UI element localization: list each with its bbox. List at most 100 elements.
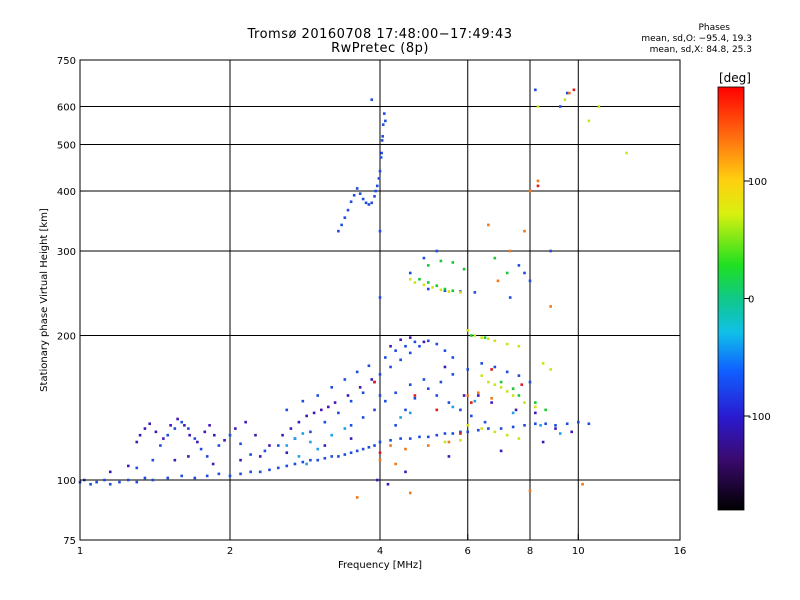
data-point [358,386,362,389]
data-point [380,151,383,155]
data-point [330,455,334,458]
data-point [285,408,289,412]
data-point [169,424,172,427]
data-point [379,156,383,159]
data-point [528,489,532,493]
data-point [297,455,301,458]
data-point [483,336,487,339]
data-point [384,399,387,403]
data-point [435,394,439,397]
data-point [316,394,320,397]
data-point [466,394,470,397]
data-point [268,444,271,447]
x-tick-label: 4 [377,546,383,557]
data-point [493,339,497,343]
data-point [399,338,402,342]
data-point [534,88,537,92]
data-point [103,478,106,482]
data-point [477,391,480,395]
data-point [443,287,447,291]
data-point [413,281,417,284]
data-point [386,482,390,486]
data-point [217,444,221,447]
data-point [293,437,297,440]
data-point [289,427,293,430]
data-point [470,414,473,418]
data-point [487,427,490,430]
y-axis-label: Stationary phase Virtual Height [km] [39,208,50,392]
data-point [534,411,537,415]
data-point [355,449,359,453]
data-point [435,408,439,412]
data-point [193,437,197,440]
data-point [309,458,312,462]
data-point [517,344,521,348]
data-point [323,444,327,447]
data-point [239,442,242,446]
data-point [408,336,412,339]
data-point [394,391,397,395]
data-point [528,380,532,384]
data-point [378,296,382,299]
data-point [228,433,232,437]
data-point [188,433,191,437]
data-point [570,430,573,434]
data-point [309,430,312,434]
data-point [373,195,376,198]
y-tick-label: 400 [57,187,76,198]
data-point [517,264,521,267]
data-point [316,447,320,451]
data-point [138,433,142,437]
data-point [443,365,447,369]
colorbar-tick-label: 0 [748,295,754,306]
data-point [151,478,155,482]
data-point [447,290,451,293]
data-point [355,496,359,499]
data-point [536,184,540,188]
data-point [212,433,216,437]
data-point [316,458,320,462]
data-point [480,362,484,365]
data-point [399,437,402,440]
data-point [505,342,509,346]
data-point [394,462,397,466]
data-point [297,420,301,424]
data-point [187,427,190,430]
data-point [361,447,365,451]
data-point [426,339,430,343]
data-point [473,291,477,294]
data-point [459,438,462,442]
data-point [389,444,392,447]
data-point [499,427,503,430]
data-point [408,411,412,415]
data-point [217,472,221,476]
data-point [508,296,512,299]
data-point [447,440,451,444]
data-point [380,139,384,142]
data-point [173,458,177,462]
data-point [381,135,384,138]
data-point [480,374,484,377]
data-point [374,189,377,193]
data-point [211,462,215,466]
data-point [459,291,462,294]
data-point [364,201,368,205]
data-point [166,476,170,480]
data-point [413,340,417,344]
data-point [361,416,365,419]
data-point [337,455,340,458]
data-point [349,451,353,455]
data-point [367,446,371,449]
data-point [534,401,537,404]
data-point [408,437,412,440]
data-point [544,422,547,426]
data-point [285,451,289,455]
data-point [281,433,284,437]
data-point [378,458,382,462]
chart-subtitle: RwPretec (8p) [331,41,429,56]
data-point [431,286,434,289]
colorbar-label: [deg] [719,71,751,85]
data-point [118,480,121,484]
data-point [333,401,337,404]
data-point [539,424,542,427]
